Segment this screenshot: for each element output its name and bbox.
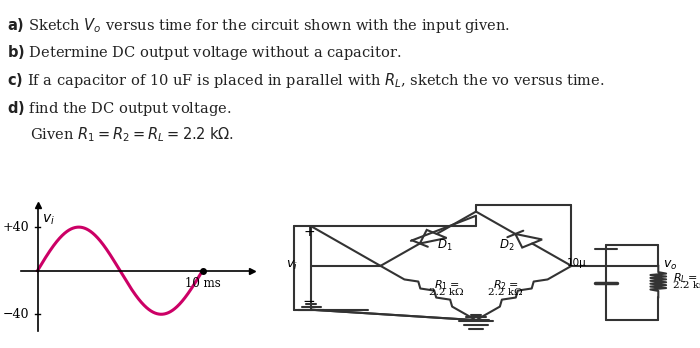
Text: $v_i$: $v_i$ bbox=[286, 259, 298, 272]
Text: $\bf{d)}$ find the DC output voltage.: $\bf{d)}$ find the DC output voltage. bbox=[7, 99, 232, 118]
Text: $v_o$: $v_o$ bbox=[663, 259, 677, 272]
Text: 2.2 kΩ: 2.2 kΩ bbox=[673, 281, 700, 290]
Text: 10μ: 10μ bbox=[567, 258, 587, 268]
Text: −: − bbox=[302, 294, 315, 309]
Text: $R_1=$: $R_1=$ bbox=[434, 279, 459, 293]
Text: $R_2=$: $R_2=$ bbox=[493, 279, 518, 293]
Text: $v_i$: $v_i$ bbox=[43, 213, 55, 227]
Text: Given $R_1 = R_2 = R_L = 2.2\ \mathrm{k\Omega}$.: Given $R_1 = R_2 = R_L = 2.2\ \mathrm{k\… bbox=[7, 125, 234, 144]
Text: +40: +40 bbox=[3, 221, 29, 234]
Text: +: + bbox=[303, 226, 315, 239]
Text: −40: −40 bbox=[3, 308, 29, 321]
Text: $\bf{c)}$ If a capacitor of 10 uF is placed in parallel with $R_L$, sketch the v: $\bf{c)}$ If a capacitor of 10 uF is pla… bbox=[7, 71, 605, 90]
Text: $\bf{b)}$ Determine DC output voltage without a capacitor.: $\bf{b)}$ Determine DC output voltage wi… bbox=[7, 44, 401, 63]
Text: $\bf{a)}$ Sketch $V_o$ versus time for the circuit shown with the input given.: $\bf{a)}$ Sketch $V_o$ versus time for t… bbox=[7, 16, 510, 35]
Text: $D_2$: $D_2$ bbox=[499, 238, 515, 253]
Text: 10 ms: 10 ms bbox=[185, 277, 220, 290]
Text: 2.2 kΩ: 2.2 kΩ bbox=[429, 288, 464, 298]
Text: 2.2 kΩ: 2.2 kΩ bbox=[488, 288, 523, 298]
Text: $D_1$: $D_1$ bbox=[437, 238, 453, 253]
Text: $R_L=$: $R_L=$ bbox=[673, 271, 698, 285]
